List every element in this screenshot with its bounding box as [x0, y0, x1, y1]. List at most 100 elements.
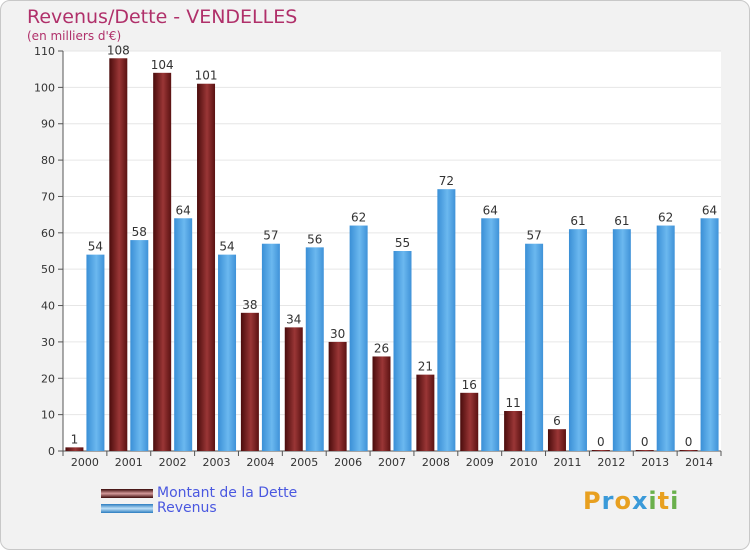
data-label-revenue: 58	[132, 225, 147, 239]
logo-letter: i	[648, 487, 658, 515]
y-tick-label: 20	[41, 372, 55, 385]
y-tick-label: 10	[41, 409, 55, 422]
bar-debt	[547, 429, 566, 451]
bar-revenue	[261, 243, 280, 451]
logo-letter: o	[614, 487, 632, 515]
x-tick-label: 2006	[334, 456, 362, 469]
x-tick-label: 2004	[246, 456, 274, 469]
data-label-revenue: 64	[483, 203, 498, 217]
legend-swatch-revenue	[101, 504, 153, 513]
bar-debt	[504, 411, 523, 451]
plot-area	[63, 51, 721, 451]
data-label-revenue: 62	[658, 211, 673, 225]
x-tick-label: 2005	[290, 456, 318, 469]
data-label-debt: 108	[107, 43, 130, 57]
bar-revenue	[349, 225, 368, 451]
chart-title: Revenus/Dette - VENDELLES	[27, 6, 298, 28]
x-tick-label: 2010	[510, 456, 538, 469]
bar-revenue	[86, 254, 105, 451]
x-tick-label: 2008	[422, 456, 450, 469]
bar-debt	[284, 327, 303, 451]
logo-letter: i	[670, 487, 680, 515]
data-label-debt: 0	[641, 435, 649, 449]
x-tick-label: 2007	[378, 456, 406, 469]
bar-revenue	[218, 254, 237, 451]
bar-revenue	[130, 240, 149, 451]
y-tick-label: 80	[41, 154, 55, 167]
legend-swatch-debt	[101, 489, 153, 498]
logo-letter: P	[583, 487, 602, 515]
data-label-debt: 0	[685, 435, 693, 449]
data-label-debt: 26	[374, 341, 389, 355]
data-label-debt: 34	[286, 312, 301, 326]
bar-revenue	[700, 218, 719, 451]
legend-label-debt: Montant de la Dette	[157, 485, 298, 501]
data-label-revenue: 54	[219, 240, 234, 254]
bar-revenue	[525, 243, 544, 451]
bar-revenue	[437, 189, 456, 451]
bar-revenue	[174, 218, 193, 451]
data-label-debt: 101	[195, 69, 218, 83]
chart-subtitle: (en milliers d'€)	[27, 29, 122, 43]
logo-letter: t	[657, 487, 671, 515]
bar-revenue	[481, 218, 500, 451]
bar-debt	[679, 450, 698, 451]
data-label-revenue: 57	[526, 229, 541, 243]
x-tick-label: 2013	[641, 456, 669, 469]
bar-revenue	[568, 229, 587, 451]
bar-debt	[460, 392, 479, 451]
bar-debt	[240, 312, 259, 451]
data-label-debt: 38	[242, 298, 257, 312]
x-tick-label: 2009	[466, 456, 494, 469]
data-label-revenue: 62	[351, 211, 366, 225]
data-label-revenue: 54	[88, 240, 103, 254]
y-tick-label: 110	[34, 45, 55, 58]
bar-revenue	[612, 229, 631, 451]
logo-letter: x	[631, 487, 649, 515]
bar-debt	[197, 83, 216, 452]
y-tick-label: 60	[41, 227, 55, 240]
proxiti-logo: Proxiti	[583, 487, 679, 515]
data-label-revenue: 56	[307, 232, 322, 246]
x-tick-label: 2001	[115, 456, 143, 469]
data-label-revenue: 64	[702, 203, 717, 217]
data-label-revenue: 55	[395, 236, 410, 250]
y-tick-label: 90	[41, 118, 55, 131]
bar-debt	[635, 450, 654, 451]
x-tick-label: 2003	[203, 456, 231, 469]
bar-debt	[416, 374, 435, 451]
bar-revenue	[305, 247, 324, 451]
bar-debt	[372, 356, 391, 451]
x-tick-label: 2012	[597, 456, 625, 469]
y-tick-label: 70	[41, 190, 55, 203]
data-label-debt: 30	[330, 327, 345, 341]
bar-revenue	[393, 251, 412, 451]
x-tick-label: 2014	[685, 456, 713, 469]
bar-debt	[591, 450, 610, 451]
data-label-debt: 6	[553, 414, 561, 428]
legend-label-revenue: Revenus	[157, 500, 217, 516]
bar-debt	[328, 341, 347, 451]
x-tick-label: 2002	[159, 456, 187, 469]
bar-debt	[153, 72, 172, 452]
y-tick-label: 0	[48, 445, 55, 458]
data-label-debt: 11	[505, 396, 520, 410]
y-tick-label: 30	[41, 336, 55, 349]
data-label-debt: 16	[462, 378, 477, 392]
data-label-debt: 104	[151, 58, 174, 72]
x-tick-label: 2011	[553, 456, 581, 469]
logo-letter: r	[601, 487, 615, 515]
y-tick-label: 100	[34, 81, 55, 94]
bar-revenue	[656, 225, 675, 451]
data-label-revenue: 61	[570, 214, 585, 228]
data-label-revenue: 64	[176, 203, 191, 217]
x-tick-label: 2000	[71, 456, 99, 469]
data-label-revenue: 61	[614, 214, 629, 228]
y-tick-label: 40	[41, 300, 55, 313]
data-label-revenue: 57	[263, 229, 278, 243]
y-tick-label: 50	[41, 263, 55, 276]
data-label-debt: 21	[418, 360, 433, 374]
data-label-debt: 0	[597, 435, 605, 449]
